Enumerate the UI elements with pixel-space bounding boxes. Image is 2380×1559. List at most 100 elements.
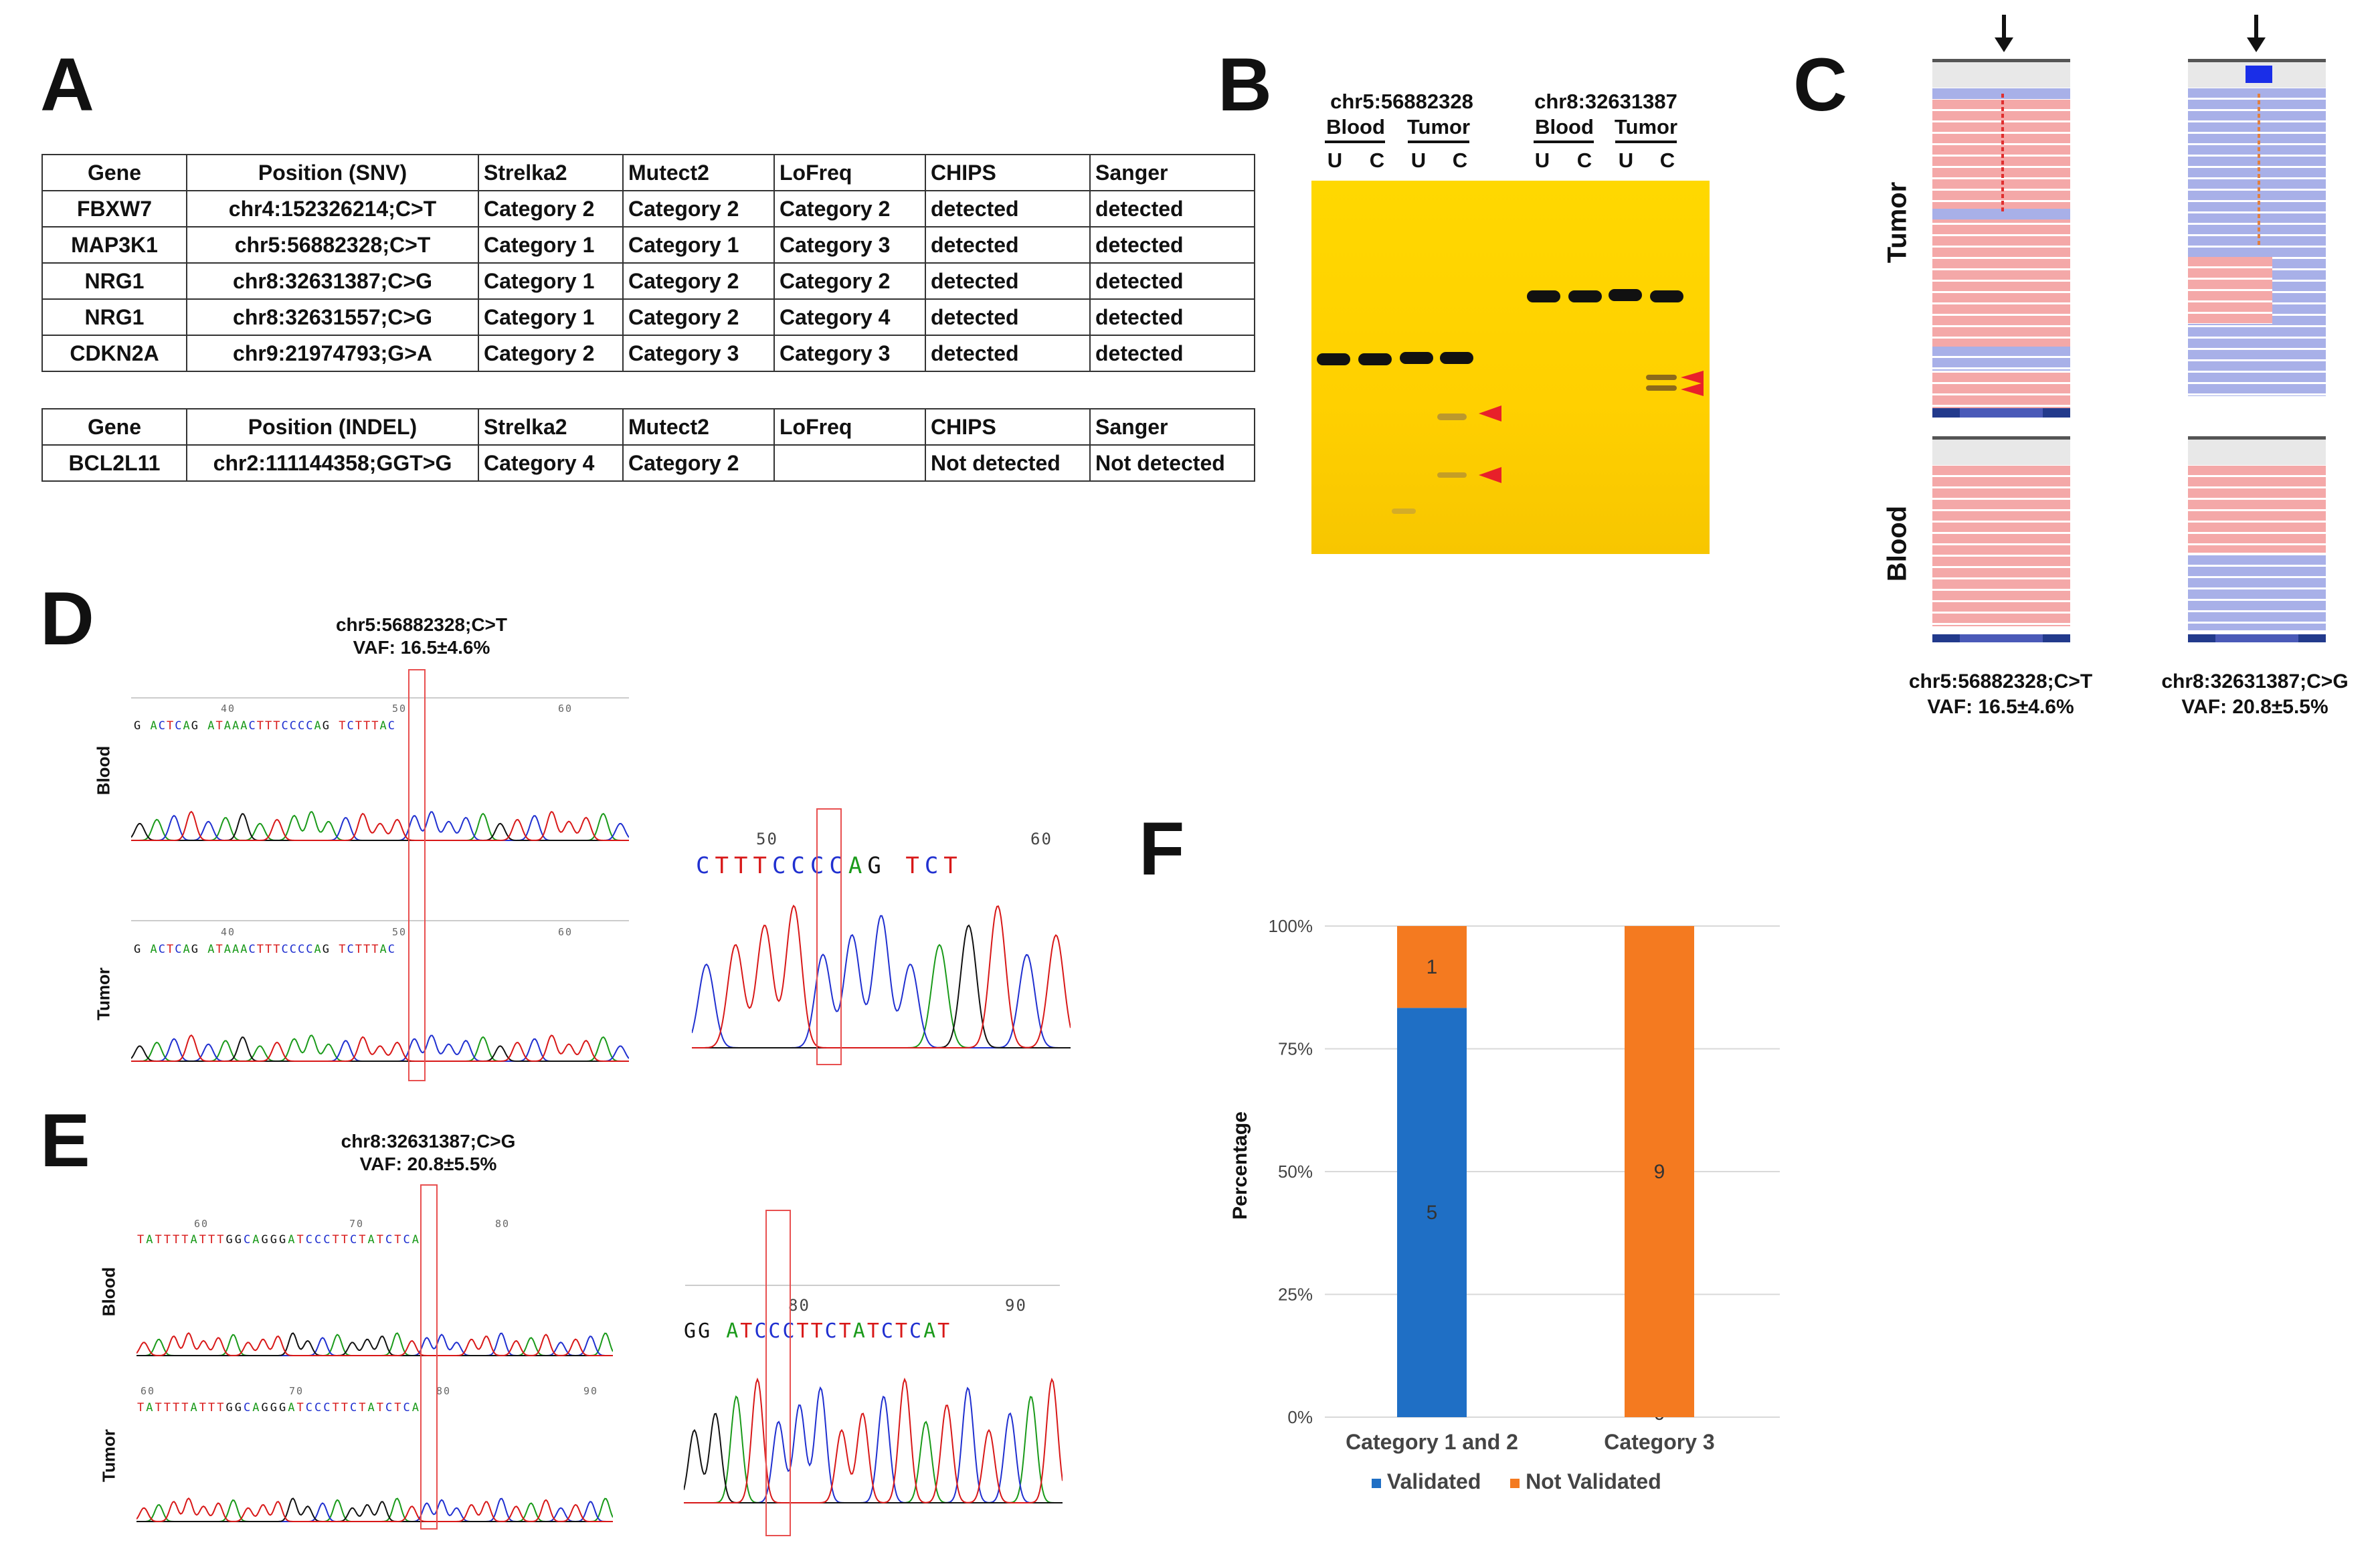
table-cell: FBXW7	[41, 190, 187, 227]
down-arrow-icon	[1995, 15, 2013, 52]
table-header-row: Gene Position (SNV) Strelka2 Mutect2 LoFreq C…	[41, 154, 1255, 191]
arrowhead-icon	[1681, 371, 1704, 384]
table-cell: Category 1	[478, 298, 624, 336]
y-axis-label: Percentage	[1229, 1111, 1251, 1220]
table-cell: detected	[925, 298, 1091, 336]
table-header-row: Gene Position (INDEL) Strelka2 Mutect2 LoFre…	[41, 408, 1255, 446]
igv-blood-right	[2188, 436, 2326, 644]
table-cell: MAP3K1	[41, 226, 187, 264]
lane-c: C	[1369, 149, 1385, 172]
panel-label-a: A	[40, 43, 94, 126]
chromatogram-tumor	[136, 1497, 613, 1523]
chromatogram-zoom	[684, 1377, 1063, 1503]
table-cell: Category 1	[478, 262, 624, 300]
gel-tumor-left: Tumor	[1406, 115, 1471, 139]
y-tick-label: 0%	[1287, 1407, 1313, 1427]
table-cell: detected	[925, 335, 1091, 372]
panel-label-d: D	[40, 577, 94, 660]
trace-label-blood: Blood	[93, 745, 114, 796]
base-calls-tumor: TATTTTATTTGGCAGGGATCCCTTCTATCTCA	[137, 1401, 421, 1414]
igv-blood-left	[1932, 436, 2070, 644]
table-cell: detected	[1089, 262, 1255, 300]
table-cell: Category 4	[773, 298, 926, 336]
zoom-tick: 90	[1005, 1296, 1027, 1315]
trace-frame	[685, 1285, 1060, 1286]
table-cell: Category 1	[478, 226, 624, 264]
table-cell: Gene	[41, 408, 187, 446]
table-cell: CHIPS	[925, 154, 1091, 191]
chart-legend: Validated Not Validated	[1372, 1469, 1661, 1494]
table-cell: CHIPS	[925, 408, 1091, 446]
bar-segment	[1397, 926, 1467, 1008]
tick-label: 50	[392, 926, 407, 938]
table-cell: detected	[1089, 298, 1255, 336]
gel-band	[1609, 289, 1642, 301]
table-cell: Category 4	[478, 444, 624, 482]
variant-highlight-box	[408, 669, 426, 1081]
igv-reads-rev	[2188, 555, 2326, 630]
table-cell: Category 3	[622, 335, 775, 372]
table-cell: Category 2	[622, 444, 775, 482]
variant-table: Gene Position (SNV) Strelka2 Mutect2 LoFreq C…	[41, 154, 1255, 482]
igv-ruler	[1932, 59, 2070, 88]
igv-caption-left: chr5:56882328;C>T	[1908, 670, 2093, 693]
table-cell: Not detected	[925, 444, 1091, 482]
gel-underline	[1534, 141, 1594, 143]
table-cell	[773, 444, 926, 482]
table-cell: Mutect2	[622, 154, 775, 191]
igv-highlight	[2246, 66, 2272, 83]
table-row: MAP3K1 chr5:56882328;C>T Category 1 Categor…	[41, 226, 1255, 264]
gel-underline	[1615, 141, 1677, 143]
tick-label: 60	[558, 703, 573, 715]
table-cell: Mutect2	[622, 408, 775, 446]
chromatogram-blood	[131, 810, 629, 841]
table-cell: Category 2	[478, 190, 624, 227]
panel-d-vaf: VAF: 16.5±4.6%	[353, 637, 490, 658]
base-calls-blood: TATTTTATTTGGCAGGGATCCCTTCTATCTCA	[137, 1233, 421, 1247]
igv-reads	[2188, 466, 2326, 553]
bar-segment	[1397, 1008, 1467, 1417]
legend-label-validated: Validated	[1386, 1469, 1481, 1493]
trace-T	[131, 810, 629, 841]
arrowhead-icon	[1479, 405, 1501, 422]
igv-track	[1932, 634, 2070, 642]
table-cell: detected	[925, 262, 1091, 300]
table-cell: chr4:152326214;C>T	[186, 190, 479, 227]
zoom-base-calls: GG ATCCCTTCTATCTCAT	[684, 1319, 952, 1343]
trace-label-tumor: Tumor	[93, 968, 114, 1020]
tick-label: 60	[141, 1385, 156, 1397]
igv-track	[2188, 634, 2326, 642]
table-cell: chr8:32631387;C>G	[186, 262, 479, 300]
gel-band-faint	[1646, 385, 1677, 391]
panel-e-title: chr8:32631387;C>G	[341, 1131, 516, 1152]
tick-label: 90	[583, 1385, 599, 1397]
gel-band-faint	[1392, 509, 1416, 514]
tick-label: 80	[436, 1385, 452, 1397]
legend-swatch-validated	[1372, 1478, 1381, 1488]
table-cell: Category 2	[478, 335, 624, 372]
trace-label-blood: Blood	[98, 1267, 119, 1317]
trace-G	[684, 1412, 1063, 1503]
table-cell: Not detected	[1089, 444, 1255, 482]
igv-vaf-right: VAF: 20.8±5.5%	[2181, 696, 2328, 718]
lane-c: C	[1659, 149, 1675, 172]
variant-highlight-box	[420, 1184, 438, 1530]
table-cell: Category 2	[773, 262, 926, 300]
table-cell: chr2:111144358;GGT>G	[186, 444, 479, 482]
tick-label: 50	[392, 703, 407, 715]
igv-reads-fwd	[2188, 257, 2272, 324]
table-cell: LoFreq	[773, 408, 926, 446]
variant-column	[2258, 94, 2260, 248]
tick-label: 70	[349, 1218, 365, 1230]
gel-tumor-right: Tumor	[1614, 115, 1678, 139]
gel-band-faint	[1437, 414, 1467, 420]
igv-reads-rev	[1932, 347, 2070, 371]
gel-band	[1650, 290, 1683, 302]
table-row: FBXW7 chr4:152326214;C>T Category 2 Categor…	[41, 190, 1255, 227]
lane-u: U	[1618, 149, 1634, 172]
x-category-label: Category 3	[1604, 1430, 1714, 1454]
bar-value-label: 9	[1654, 1161, 1665, 1183]
table-cell: detected	[1089, 226, 1255, 264]
tick-label: 80	[495, 1218, 511, 1230]
table-cell: chr9:21974793;G>A	[186, 335, 479, 372]
